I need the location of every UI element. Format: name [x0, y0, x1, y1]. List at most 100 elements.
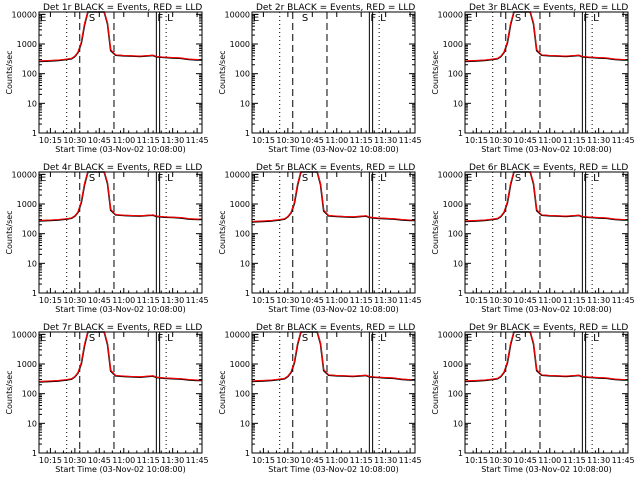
chart-title: Det 2r BLACK = Events, RED = LLD	[256, 3, 415, 13]
x-axis-label: Start Time (03-Nov-02 10:08:00)	[481, 465, 611, 474]
x-tick-label: 10:15	[252, 136, 275, 145]
y-tick-label: 10	[240, 99, 250, 108]
events-series-line	[251, 331, 415, 383]
x-tick-label: 10:45	[88, 296, 111, 305]
plot-frame	[464, 11, 629, 134]
x-tick-label: 10:45	[514, 136, 537, 145]
events-series-line	[38, 11, 202, 63]
y-tick-label: 10000	[438, 10, 463, 19]
y-tick-label: 100	[22, 390, 37, 399]
x-tick-label: 11:45	[399, 296, 422, 305]
y-tick-label: 100	[448, 390, 463, 399]
x-tick-label: 10:15	[39, 136, 62, 145]
y-tick-label: 1000	[443, 200, 463, 209]
y-tick-label: 10	[453, 419, 463, 428]
time-marker-label: F	[157, 333, 163, 344]
time-marker-label: F	[157, 13, 163, 24]
y-tick-label: 10	[27, 419, 37, 428]
events-series-line	[464, 11, 628, 63]
chart-title: Det 9r BLACK = Events, RED = LLD	[469, 323, 628, 333]
x-tick-label: 10:45	[514, 456, 537, 465]
x-tick-label: 10:15	[252, 456, 275, 465]
x-tick-label: 10:30	[63, 296, 86, 305]
x-tick-label: 10:15	[465, 136, 488, 145]
lld-series-line	[38, 11, 202, 62]
x-tick-label: 11:45	[399, 136, 422, 145]
y-axis-label: Counts/sec	[218, 50, 227, 94]
x-tick-label: 10:30	[276, 296, 299, 305]
x-tick-label: 11:45	[186, 136, 209, 145]
x-tick-label: 11:45	[612, 296, 635, 305]
x-tick-label: 11:15	[350, 456, 373, 465]
plot-frame	[38, 171, 203, 294]
lld-series-line	[251, 331, 415, 382]
time-marker-label: E	[466, 333, 472, 344]
plot-frame	[464, 171, 629, 294]
x-tick-label: 10:15	[39, 296, 62, 305]
x-tick-label: 11:15	[563, 296, 586, 305]
plot-frame	[38, 11, 203, 134]
time-marker-label: L	[380, 173, 386, 184]
x-tick-label: 11:15	[563, 136, 586, 145]
events-series-line	[38, 171, 202, 222]
y-tick-label: 100	[235, 230, 250, 239]
time-marker-label: F	[370, 173, 376, 184]
x-tick-label: 11:30	[374, 296, 397, 305]
x-tick-label: 10:45	[301, 296, 324, 305]
x-tick-label: 11:30	[587, 456, 610, 465]
y-tick-label: 1	[32, 449, 37, 458]
y-tick-label: 10	[27, 99, 37, 108]
time-marker-label: F	[583, 13, 589, 24]
time-marker-label: L	[167, 173, 173, 184]
y-tick-label: 10000	[12, 170, 37, 179]
lld-series-line	[464, 331, 628, 382]
x-tick-label: 11:15	[137, 456, 160, 465]
lld-series-line	[464, 11, 628, 62]
y-tick-label: 10	[240, 259, 250, 268]
y-tick-label: 10000	[225, 10, 250, 19]
y-tick-label: 1000	[443, 40, 463, 49]
y-axis-label: Counts/sec	[5, 370, 14, 414]
y-tick-label: 1000	[230, 360, 250, 369]
lld-series-line	[464, 171, 628, 222]
events-series-line	[251, 171, 415, 223]
x-tick-label: 10:30	[63, 456, 86, 465]
y-tick-label: 100	[22, 230, 37, 239]
y-tick-label: 10000	[225, 330, 250, 339]
time-marker-label: L	[380, 333, 386, 344]
x-tick-label: 10:30	[489, 296, 512, 305]
time-marker-label: S	[302, 333, 308, 344]
x-tick-label: 10:30	[489, 136, 512, 145]
chart-title: Det 4r BLACK = Events, RED = LLD	[43, 163, 202, 173]
y-tick-label: 1000	[230, 200, 250, 209]
y-tick-label: 1000	[443, 360, 463, 369]
y-tick-label: 1	[32, 129, 37, 138]
x-tick-label: 11:00	[538, 136, 561, 145]
y-tick-label: 100	[22, 70, 37, 79]
y-tick-label: 10	[27, 259, 37, 268]
plot-frame	[251, 331, 416, 454]
time-marker-label: S	[515, 333, 521, 344]
time-marker-label: E	[466, 173, 472, 184]
y-axis-label: Counts/sec	[431, 210, 440, 254]
y-axis-label: Counts/sec	[431, 370, 440, 414]
x-tick-label: 10:15	[465, 296, 488, 305]
time-marker-label: S	[302, 13, 308, 24]
y-tick-label: 100	[448, 70, 463, 79]
chart-title: Det 7r BLACK = Events, RED = LLD	[43, 323, 202, 333]
chart-title: Det 5r BLACK = Events, RED = LLD	[256, 163, 415, 173]
x-tick-label: 10:30	[276, 136, 299, 145]
time-marker-label: S	[302, 173, 308, 184]
x-tick-label: 11:00	[538, 456, 561, 465]
time-marker-label: L	[167, 333, 173, 344]
time-marker-label: F	[583, 173, 589, 184]
time-marker-label: L	[593, 13, 599, 24]
x-tick-label: 11:00	[325, 296, 348, 305]
y-axis-label: Counts/sec	[5, 50, 14, 94]
y-tick-label: 100	[235, 70, 250, 79]
x-tick-label: 11:45	[186, 456, 209, 465]
y-axis-label: Counts/sec	[5, 210, 14, 254]
x-tick-label: 11:45	[612, 136, 635, 145]
